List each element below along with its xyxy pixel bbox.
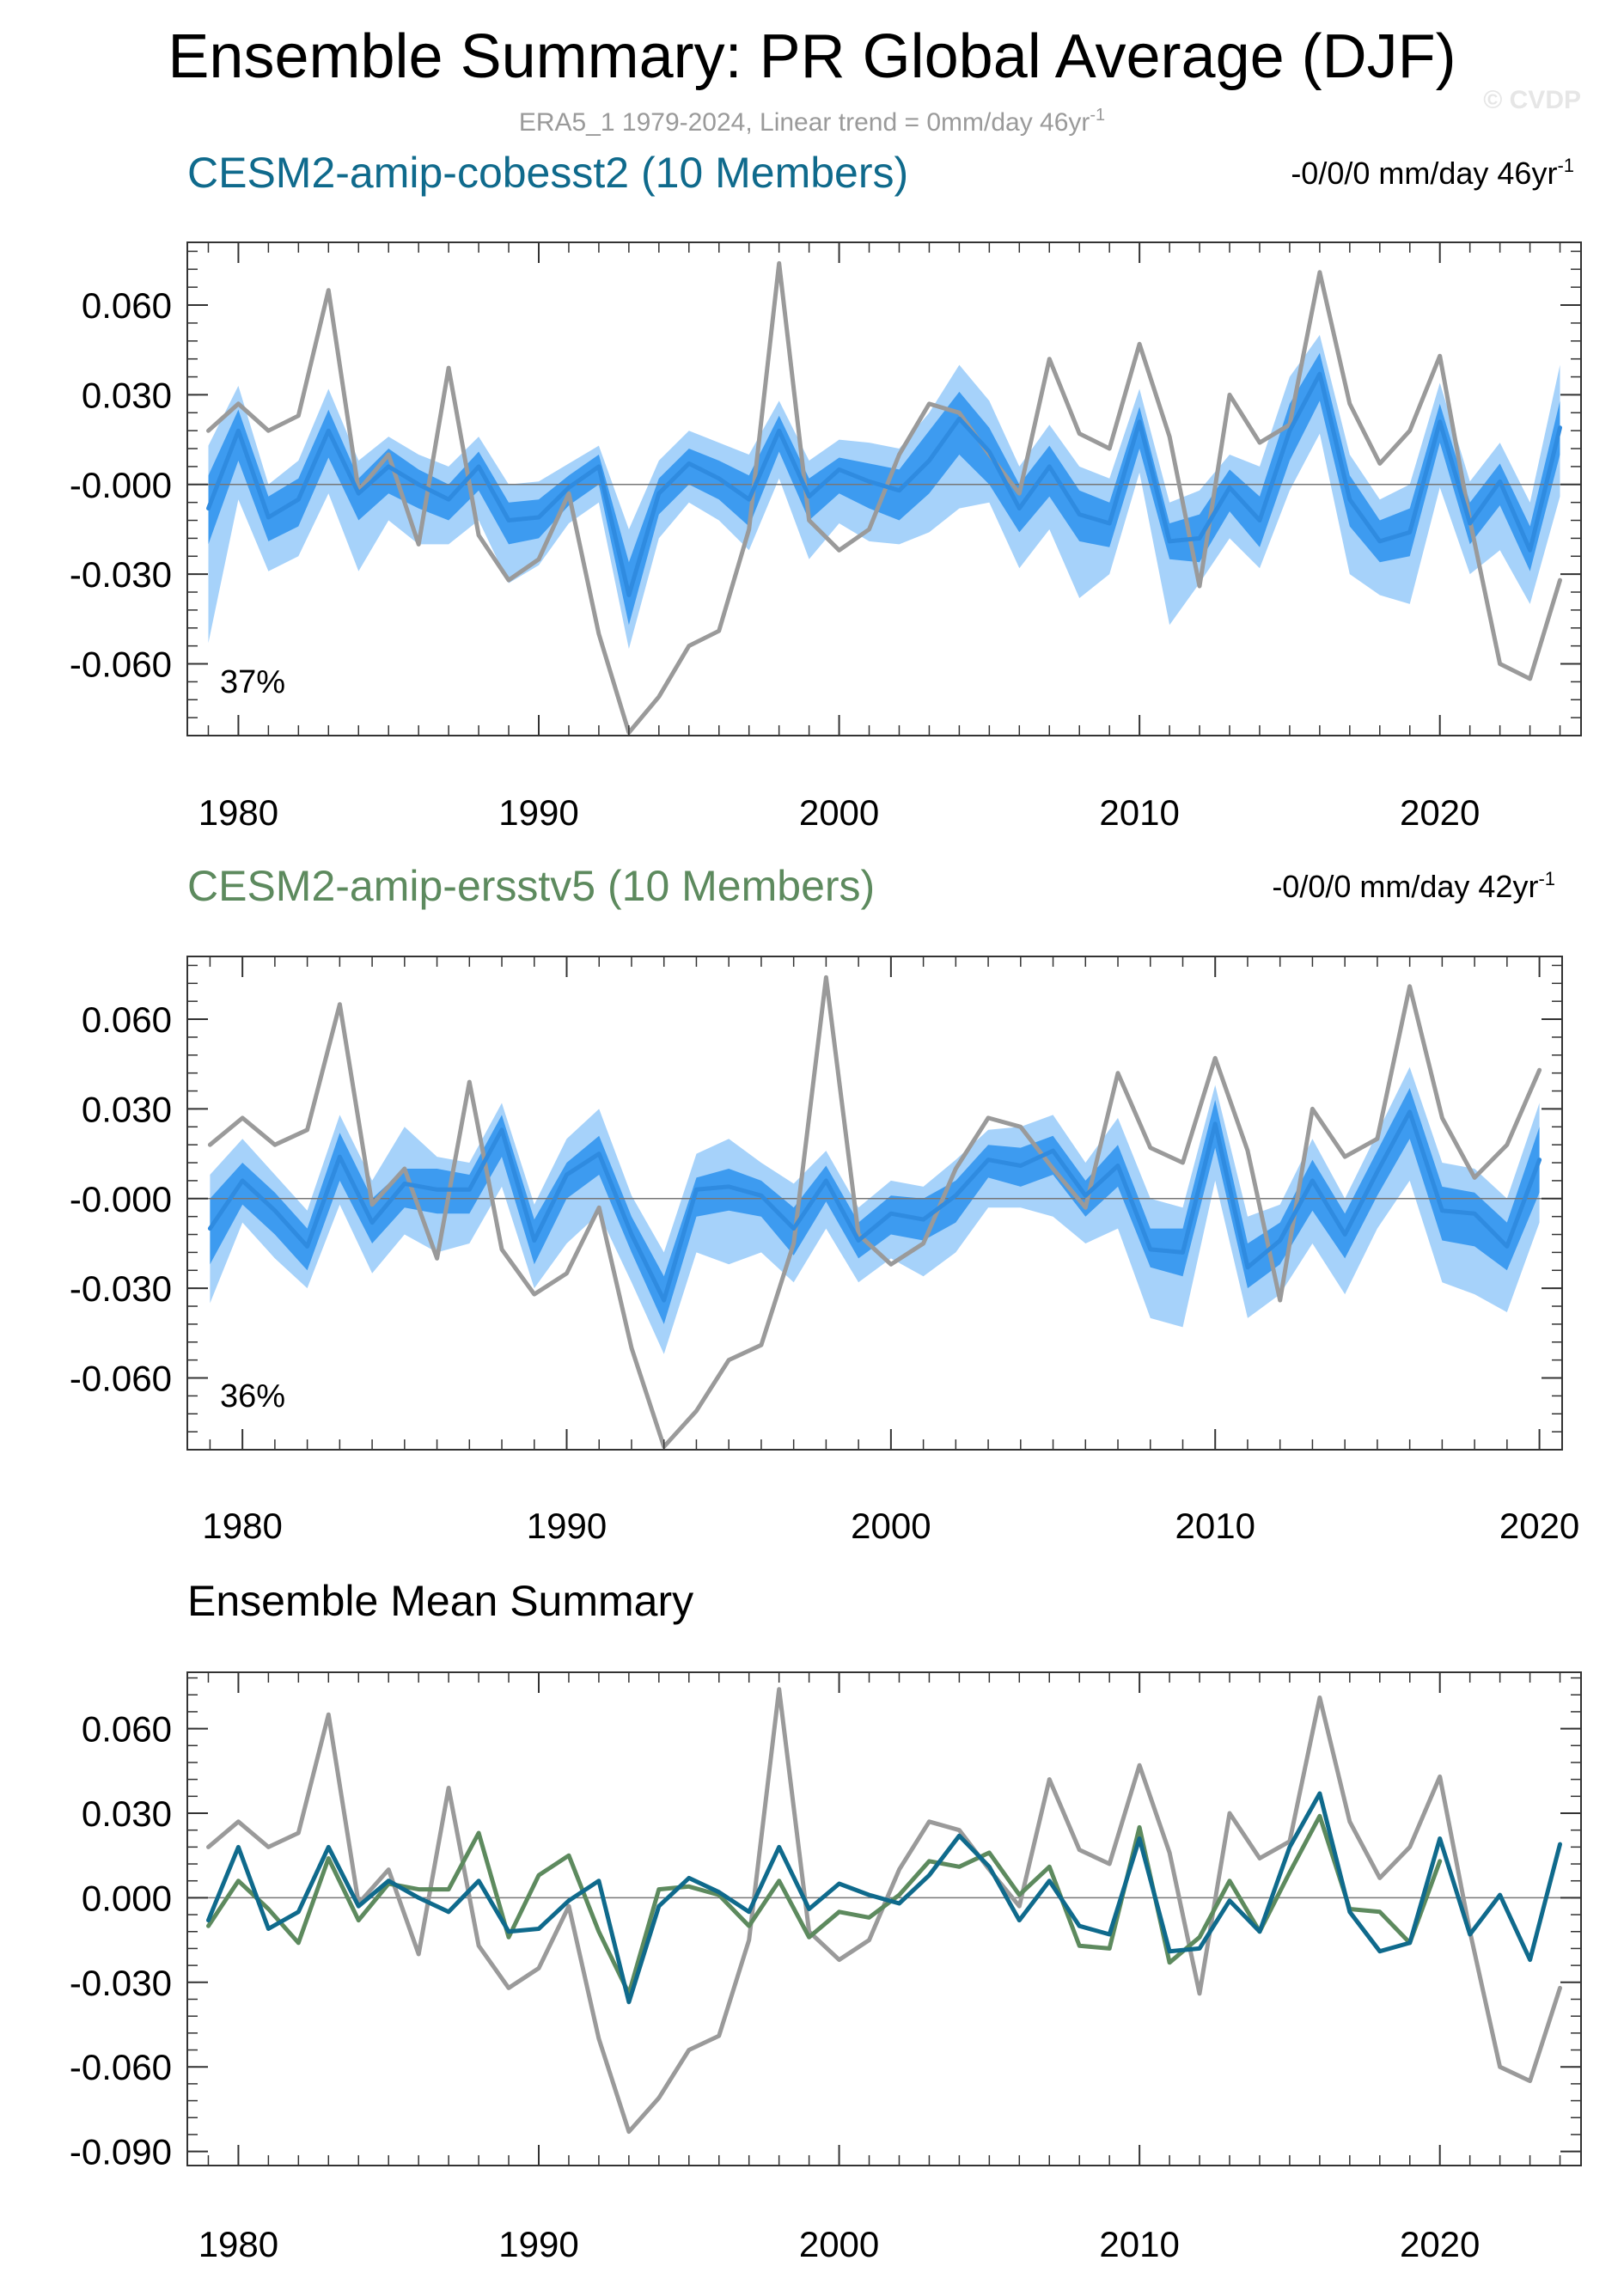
y-tick-label: -0.030 bbox=[70, 554, 172, 595]
data-layer bbox=[187, 1687, 1581, 2135]
x-tick-label: 2010 bbox=[1099, 2224, 1179, 2264]
panel-2: CESM2-amip-ersstv5 (10 Members) -0/0/0 mm… bbox=[70, 862, 1579, 1546]
x-tick-label: 2020 bbox=[1400, 792, 1480, 833]
y-tick-label: -0.000 bbox=[70, 1179, 172, 1219]
percentile-label: 37% bbox=[220, 664, 285, 700]
y-tick-label: 0.030 bbox=[82, 1089, 172, 1129]
y-tick-label: 0.060 bbox=[82, 999, 172, 1040]
y-tick-label: -0.030 bbox=[70, 1268, 172, 1309]
x-tick-label: 2010 bbox=[1099, 792, 1179, 833]
trend-label: -0/0/0 mm/day 42yr-1 bbox=[1272, 868, 1555, 904]
y-tick-label: -0.060 bbox=[70, 1359, 172, 1399]
obs-series-line bbox=[206, 260, 1562, 735]
x-tick-label: 1990 bbox=[498, 2224, 578, 2264]
panel-title: CESM2-amip-cobesst2 (10 Members) bbox=[187, 149, 908, 197]
model1-mean-line bbox=[206, 1791, 1562, 2005]
x-tick-label: 1980 bbox=[202, 1506, 282, 1546]
trend-label-sup: -1 bbox=[1538, 868, 1555, 889]
y-tick-label: 0.060 bbox=[82, 1709, 172, 1750]
x-tick-label: 1990 bbox=[527, 1506, 607, 1546]
ensemble-mean-line bbox=[207, 1109, 1542, 1303]
x-tick-label: 2000 bbox=[799, 792, 879, 833]
y-tick-label: -0.060 bbox=[70, 2047, 172, 2087]
x-tick-label: 2020 bbox=[1400, 2224, 1480, 2264]
y-tick-label: -0.030 bbox=[70, 1963, 172, 2003]
y-tick-label: 0.060 bbox=[82, 285, 172, 326]
trend-label-text: -0/0/0 mm/day 46yr bbox=[1291, 156, 1557, 191]
trend-label-sup: -1 bbox=[1557, 155, 1574, 176]
model2-mean-line bbox=[206, 1813, 1443, 1996]
y-tick-label: -0.000 bbox=[70, 465, 172, 505]
x-tick-label: 2010 bbox=[1175, 1506, 1255, 1546]
panel-1: CESM2-amip-cobesst2 (10 Members) -0/0/0 m… bbox=[70, 149, 1582, 833]
data-layer bbox=[187, 260, 1581, 735]
plot-frame bbox=[186, 241, 1582, 736]
y-tick-label: -0.060 bbox=[70, 645, 172, 685]
panel-3: Ensemble Mean Summary 0.060 0.030 0.000 -0.0… bbox=[70, 1577, 1582, 2264]
panel-title: CESM2-amip-ersstv5 (10 Members) bbox=[187, 862, 875, 910]
panels: CESM2-amip-cobesst2 (10 Members) -0/0/0 m… bbox=[70, 149, 1582, 2264]
figure-subtitle-sup: -1 bbox=[1090, 106, 1105, 125]
trend-label-text: -0/0/0 mm/day 42yr bbox=[1272, 869, 1538, 904]
cvdp-watermark: © CVDP bbox=[1483, 86, 1581, 114]
x-tick-label: 2020 bbox=[1499, 1506, 1579, 1546]
ensemble-mean-line bbox=[206, 371, 1562, 597]
y-tick-label: 0.030 bbox=[82, 1793, 172, 1834]
percentile-label: 36% bbox=[220, 1378, 285, 1414]
plot-frame bbox=[186, 1671, 1582, 2166]
figure-subtitle: ERA5_1 1979-2024, Linear trend = 0mm/day… bbox=[519, 106, 1105, 137]
panel-title: Ensemble Mean Summary bbox=[187, 1577, 693, 1625]
data-layer bbox=[187, 974, 1562, 1449]
ensemble-iqr-band bbox=[210, 1088, 1540, 1324]
y-tick-label: 0.030 bbox=[82, 375, 172, 415]
x-tick-label: 2000 bbox=[851, 1506, 931, 1546]
figure-subtitle-text: ERA5_1 1979-2024, Linear trend = 0mm/day… bbox=[519, 108, 1090, 137]
x-tick-label: 1980 bbox=[198, 2224, 278, 2264]
x-tick-label: 1990 bbox=[498, 792, 578, 833]
trend-label: -0/0/0 mm/day 46yr-1 bbox=[1291, 155, 1574, 191]
y-tick-label: -0.090 bbox=[70, 2132, 172, 2172]
figure-title: Ensemble Summary: PR Global Average (DJF… bbox=[168, 22, 1456, 91]
plot-frame bbox=[186, 956, 1563, 1451]
obs-series-line bbox=[207, 974, 1542, 1449]
x-tick-label: 1980 bbox=[198, 792, 278, 833]
x-tick-label: 2000 bbox=[799, 2224, 879, 2264]
y-tick-label: 0.000 bbox=[82, 1878, 172, 1918]
